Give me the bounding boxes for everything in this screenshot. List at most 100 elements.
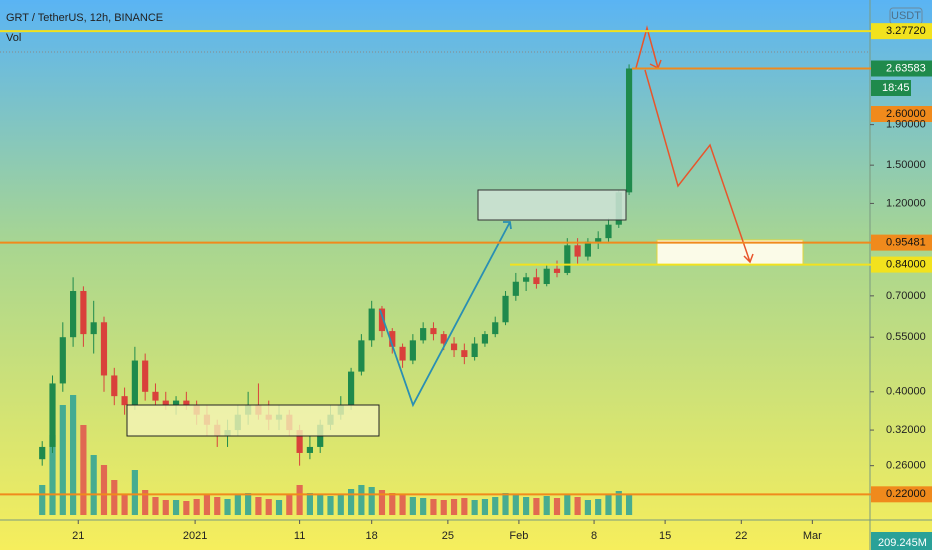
volume-bar bbox=[574, 497, 581, 515]
alert-box bbox=[871, 106, 932, 122]
candle-body bbox=[461, 350, 468, 358]
candle-body bbox=[172, 400, 180, 406]
volume-bar bbox=[523, 497, 530, 515]
candle-body bbox=[605, 224, 612, 239]
volume-bar bbox=[389, 493, 396, 515]
y-tick-label: 0.55000 bbox=[886, 331, 926, 343]
volume-bar bbox=[461, 498, 468, 515]
volume-bar bbox=[420, 498, 427, 515]
candle-body bbox=[533, 277, 540, 285]
volume-box bbox=[871, 532, 932, 550]
countdown: 18:45 bbox=[882, 82, 910, 94]
candle-body bbox=[80, 291, 87, 335]
price-label: 2.63583 bbox=[886, 62, 926, 74]
volume-bar bbox=[214, 497, 221, 515]
candle-body bbox=[183, 400, 190, 406]
volume-bar bbox=[162, 500, 169, 515]
candle-body bbox=[420, 328, 427, 341]
volume-bar bbox=[317, 495, 324, 515]
volume-bar bbox=[203, 495, 211, 515]
volume-bar bbox=[296, 485, 303, 515]
zone-box bbox=[477, 189, 627, 221]
y-tick-label: 0.26000 bbox=[886, 460, 926, 472]
x-tick-label: Feb bbox=[509, 530, 528, 542]
volume-bar bbox=[193, 499, 200, 515]
volume-bar bbox=[378, 490, 386, 515]
volume-bar bbox=[605, 495, 612, 515]
candle-body bbox=[625, 68, 633, 193]
price-label-box bbox=[871, 234, 932, 251]
target-box bbox=[656, 239, 804, 266]
price-label: 0.22000 bbox=[886, 488, 926, 500]
candle-body bbox=[389, 331, 396, 347]
volume-bar bbox=[625, 494, 633, 515]
x-tick-label: 8 bbox=[591, 530, 597, 542]
volume-bar bbox=[255, 497, 262, 515]
candle-body bbox=[111, 375, 118, 397]
x-tick-label: Mar bbox=[803, 530, 822, 542]
volume-bar bbox=[275, 500, 283, 515]
volume-label: 209.245M bbox=[878, 537, 927, 549]
candle-body bbox=[543, 268, 550, 285]
y-tick-label: 1.50000 bbox=[886, 159, 926, 171]
price-label: 0.95481 bbox=[886, 237, 926, 249]
candle-body bbox=[595, 238, 602, 242]
candle-body bbox=[564, 245, 571, 273]
candle-body bbox=[553, 268, 561, 273]
x-tick-label: 22 bbox=[735, 530, 747, 542]
volume-bar bbox=[358, 485, 365, 515]
candle-body bbox=[502, 295, 509, 323]
volume-bar bbox=[553, 498, 561, 515]
candle-body bbox=[152, 391, 159, 401]
volume-bar bbox=[306, 493, 313, 515]
volume-bar bbox=[131, 470, 138, 515]
volume-bar bbox=[584, 500, 591, 515]
volume-bar bbox=[142, 490, 149, 515]
candle-body bbox=[440, 334, 447, 344]
x-tick-label: 21 bbox=[72, 530, 84, 542]
candle-body bbox=[574, 245, 581, 257]
volume-bar bbox=[90, 455, 97, 515]
candle-body bbox=[584, 241, 591, 257]
candle-body bbox=[39, 446, 46, 460]
candle-body bbox=[121, 396, 128, 406]
projection-arrow bbox=[635, 25, 659, 69]
candle-body bbox=[481, 334, 489, 344]
volume-bar bbox=[337, 495, 344, 515]
volume-title: Vol bbox=[6, 32, 21, 44]
candle-body bbox=[512, 281, 519, 296]
volume-bar bbox=[172, 500, 180, 515]
x-tick-label: 2021 bbox=[183, 530, 207, 542]
x-tick-label: 15 bbox=[659, 530, 671, 542]
candle-body bbox=[430, 328, 437, 335]
volume-bar bbox=[111, 480, 118, 515]
volume-bar bbox=[121, 495, 128, 515]
volume-bar bbox=[245, 493, 252, 515]
candle-body bbox=[100, 322, 108, 376]
currency[interactable]: USDT bbox=[891, 10, 921, 22]
volume-bar bbox=[80, 425, 87, 515]
arrow-head bbox=[743, 253, 754, 264]
volume-bar bbox=[512, 495, 519, 515]
price-label: 0.84000 bbox=[886, 258, 926, 270]
volume-bar bbox=[409, 497, 416, 515]
volume-bar bbox=[564, 494, 571, 515]
volume-bar bbox=[492, 497, 499, 515]
volume-bar bbox=[399, 495, 406, 515]
volume-bar bbox=[615, 491, 622, 515]
countdown-box bbox=[871, 80, 911, 96]
arrow-head bbox=[503, 221, 512, 230]
candle-body bbox=[142, 360, 149, 392]
volume-bar bbox=[152, 497, 159, 515]
volume-bar bbox=[59, 405, 66, 515]
price-label-box bbox=[871, 60, 932, 77]
symbol-title: GRT / TetherUS, 12h, BINANCE bbox=[6, 12, 163, 24]
candle-body bbox=[296, 430, 303, 453]
x-tick-label: 11 bbox=[294, 530, 305, 542]
volume-bar bbox=[440, 500, 447, 515]
volume-bar bbox=[595, 499, 602, 515]
volume-bar bbox=[481, 499, 489, 515]
volume-bar bbox=[471, 500, 478, 515]
